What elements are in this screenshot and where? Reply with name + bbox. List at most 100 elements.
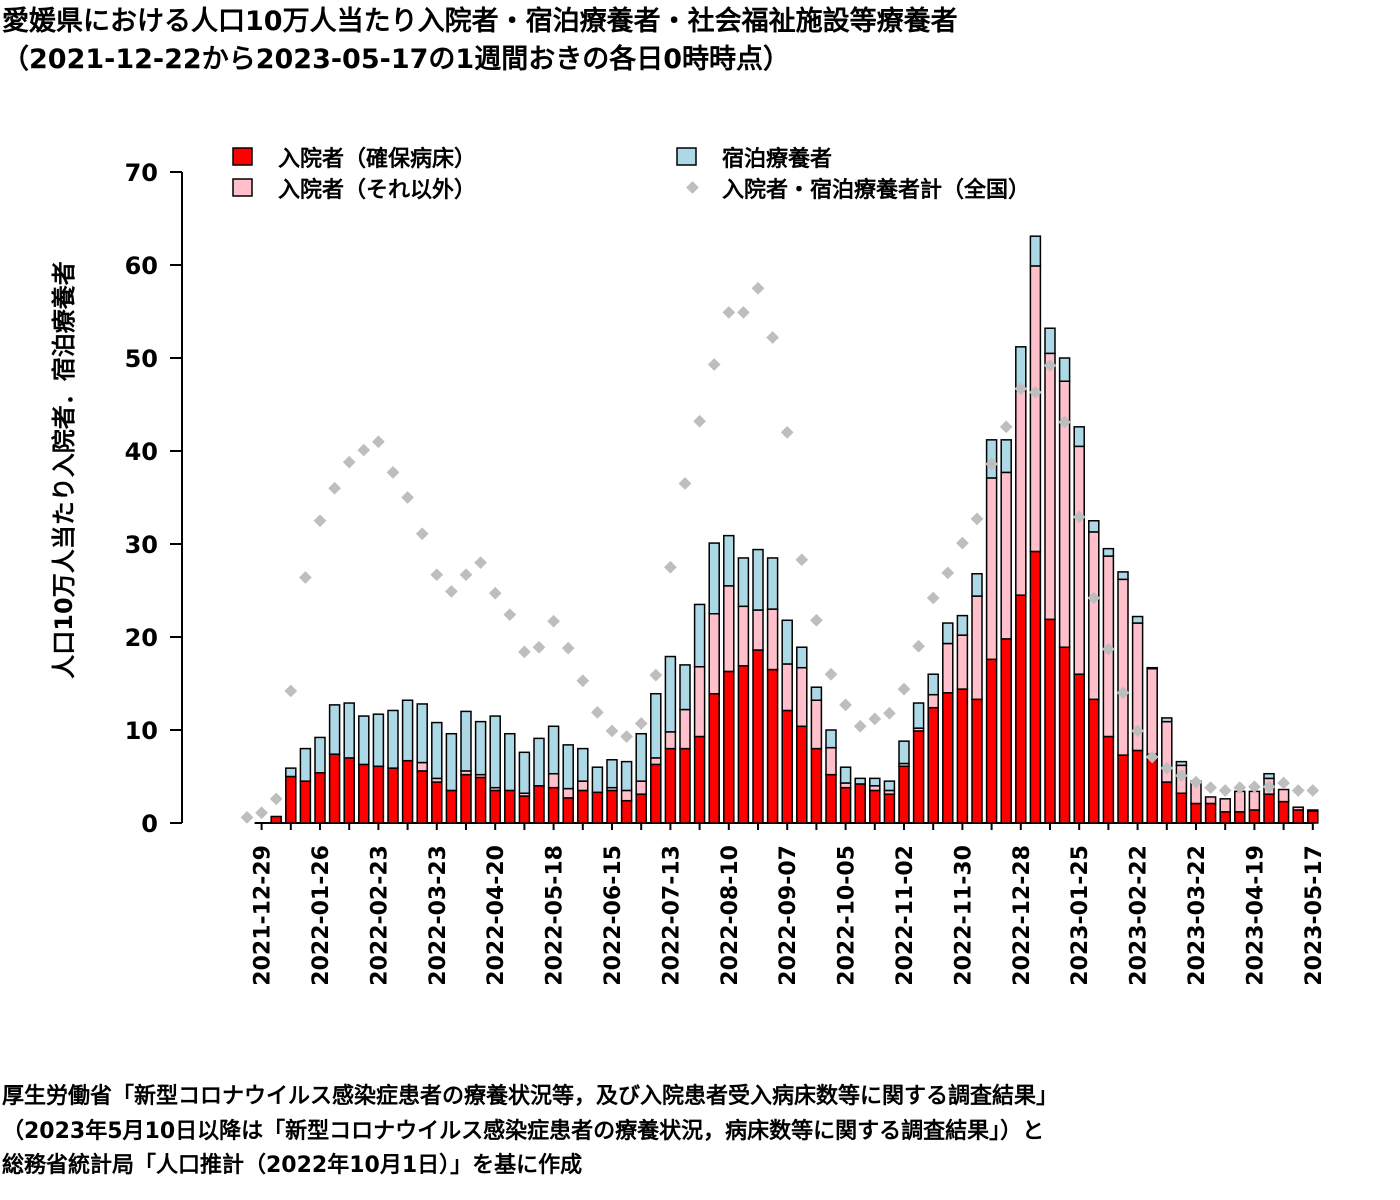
x-tick-label: 2022-07-13: [659, 845, 684, 986]
bar-secured: [1248, 809, 1261, 824]
national-point: [912, 639, 925, 653]
national-point: [518, 645, 531, 659]
x-tick-label: 2023-04-19: [1243, 845, 1268, 986]
bar-hotel: [679, 664, 691, 711]
bar-other: [577, 780, 589, 792]
bar-stack-2023-01-04: [1029, 235, 1042, 824]
bar-other: [1219, 798, 1231, 813]
national-point: [926, 591, 940, 605]
bar-stack-2022-05-04: [518, 751, 531, 824]
bar-other: [752, 609, 764, 651]
y-tick-label: 0: [141, 810, 158, 838]
bar-hotel: [577, 747, 589, 782]
bar-hotel: [912, 702, 925, 729]
bar-hotel: [1044, 327, 1056, 355]
bar-stack-2022-12-14: [985, 439, 998, 824]
bar-hotel: [1088, 520, 1100, 533]
bar-hotel: [796, 646, 808, 669]
bar-secured: [1175, 792, 1188, 824]
bar-other: [1248, 790, 1261, 811]
bar-secured: [1058, 646, 1071, 824]
bar-hotel: [328, 704, 341, 755]
bar-secured: [942, 692, 954, 824]
x-tick-label: 2022-03-23: [426, 845, 451, 986]
bar-hotel: [664, 655, 677, 733]
bar-hotel: [737, 557, 750, 608]
bar-hotel: [752, 548, 764, 611]
y-tick-label: 20: [125, 624, 158, 652]
bar-secured: [343, 757, 355, 824]
bar-secured: [1044, 618, 1056, 824]
bar-other: [1292, 806, 1304, 811]
bar-hotel: [547, 725, 560, 775]
national-point: [372, 435, 385, 449]
bar-stack-2022-04-27: [504, 732, 516, 824]
national-point: [357, 443, 371, 457]
national-point: [941, 566, 955, 580]
bar-stack-2023-04-19: [1248, 790, 1261, 824]
bar-other: [985, 477, 998, 661]
national-point: [664, 560, 677, 574]
national-point: [240, 811, 254, 824]
bar-stack-2022-02-09: [343, 702, 355, 824]
bar-stack-2023-01-18: [1058, 357, 1071, 824]
bar-other: [1146, 667, 1158, 755]
national-point: [547, 614, 560, 628]
x-tick-label: 2022-10-05: [835, 845, 860, 986]
bar-secured: [401, 759, 414, 824]
national-point: [299, 571, 312, 584]
bar-secured: [854, 783, 866, 824]
bar-secured: [358, 763, 370, 824]
bar-secured: [664, 747, 677, 824]
x-tick-label: 2023-05-17: [1302, 845, 1327, 986]
x-tick-label: 2022-11-30: [951, 845, 976, 986]
x-tick-label: 2023-03-22: [1185, 845, 1210, 986]
bar-hotel: [650, 692, 662, 759]
bar-hotel: [723, 534, 735, 587]
bar-secured: [1000, 638, 1012, 824]
bar-hotel: [387, 709, 399, 769]
national-point: [897, 682, 911, 696]
bar-stack-2022-07-20: [679, 664, 691, 824]
bar-stack-2022-02-23: [372, 713, 385, 824]
national-point: [999, 420, 1013, 434]
bar-hotel: [299, 747, 312, 782]
x-tick-label: 2022-09-07: [776, 845, 801, 986]
bar-stack-2022-12-21: [1000, 439, 1012, 824]
y-tick-label: 50: [125, 345, 158, 373]
bar-stack-2022-05-25: [562, 744, 574, 824]
bar-stack-2022-03-30: [445, 732, 458, 824]
x-tick-label: 2022-04-20: [484, 845, 509, 986]
bar-stack-2023-03-08: [1161, 717, 1173, 824]
y-axis: 0 10 20 30 40 50 60 70: [125, 159, 183, 838]
bar-other: [781, 663, 793, 712]
bar-secured: [474, 776, 487, 824]
bar-stack-2023-02-22: [1131, 615, 1144, 824]
national-point: [883, 706, 896, 720]
source-note-line3: 総務省統計局「人口推計（2022年10月1日）」を基に作成: [2, 1152, 582, 1178]
bar-other: [1234, 790, 1246, 813]
bar-hotel: [401, 699, 414, 762]
bar-hotel: [693, 603, 706, 668]
bar-secured: [971, 698, 983, 824]
bar-secured: [606, 789, 618, 824]
bar-secured: [620, 799, 633, 824]
bar-hotel: [606, 759, 618, 789]
bar-secured: [285, 775, 297, 824]
bar-stack-2023-04-05: [1219, 798, 1231, 824]
national-point: [751, 281, 765, 295]
bar-other: [766, 608, 779, 671]
bar-stack-2022-10-19: [869, 777, 881, 824]
bar-secured: [547, 786, 560, 824]
bar-secured: [1131, 749, 1144, 824]
national-point: [956, 536, 969, 550]
bar-stack-2022-07-27: [693, 603, 706, 824]
national-point: [853, 719, 867, 733]
legend: 入院者（確保病床） 入院者（それ以外） 宿泊療養者 入院者・宿泊療養者計（全国）: [232, 146, 1030, 203]
bar-other: [723, 585, 735, 673]
legend-label-secured: 入院者（確保病床）: [278, 146, 476, 172]
national-point: [1306, 784, 1320, 797]
x-tick-label: 2021-12-29: [251, 845, 276, 986]
bar-secured: [781, 709, 793, 824]
